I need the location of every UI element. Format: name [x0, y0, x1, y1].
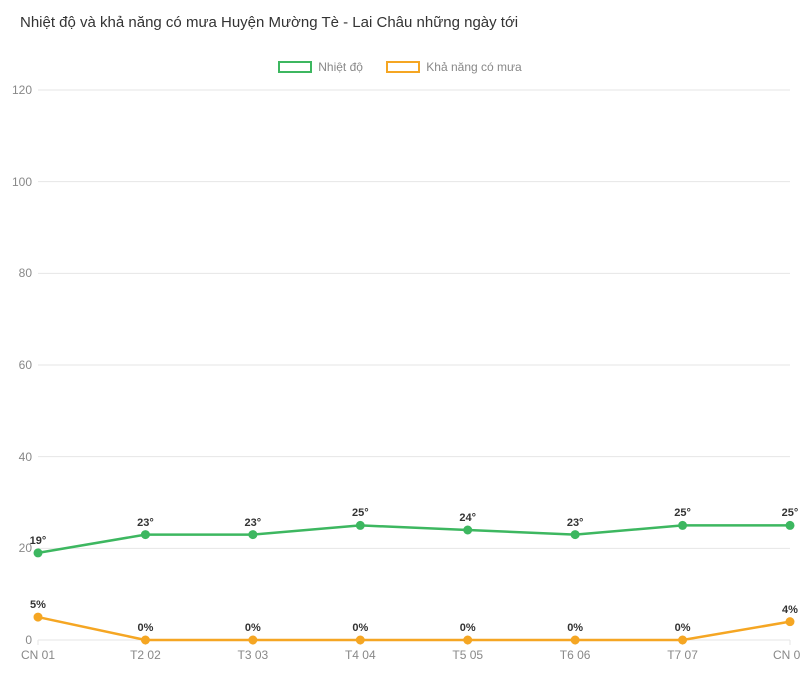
chart-title: Nhiệt độ và khả năng có mưa Huyện Mường …	[20, 14, 518, 31]
plot-area: 020406080100120CN 01T2 02T3 03T4 04T5 05…	[0, 80, 800, 675]
data-point[interactable]	[571, 636, 579, 644]
chart-container: Nhiệt độ và khả năng có mưa Huyện Mường …	[0, 0, 800, 685]
data-point[interactable]	[356, 521, 364, 529]
data-point[interactable]	[356, 636, 364, 644]
data-point[interactable]	[464, 526, 472, 534]
chart-svg	[0, 80, 800, 675]
legend-label-rain: Khả năng có mưa	[426, 60, 521, 74]
data-point[interactable]	[34, 549, 42, 557]
legend-item-temperature[interactable]: Nhiệt độ	[278, 60, 363, 74]
legend: Nhiệt độ Khả năng có mưa	[0, 60, 800, 76]
data-point[interactable]	[34, 613, 42, 621]
data-point[interactable]	[141, 636, 149, 644]
series-line	[38, 617, 790, 640]
legend-label-temperature: Nhiệt độ	[318, 60, 363, 74]
data-point[interactable]	[464, 636, 472, 644]
data-point[interactable]	[679, 636, 687, 644]
data-point[interactable]	[141, 531, 149, 539]
legend-item-rain[interactable]: Khả năng có mưa	[386, 60, 521, 74]
data-point[interactable]	[571, 531, 579, 539]
data-point[interactable]	[249, 531, 257, 539]
data-point[interactable]	[786, 521, 794, 529]
data-point[interactable]	[786, 618, 794, 626]
legend-swatch-temperature	[278, 61, 312, 73]
legend-swatch-rain	[386, 61, 420, 73]
data-point[interactable]	[679, 521, 687, 529]
data-point[interactable]	[249, 636, 257, 644]
